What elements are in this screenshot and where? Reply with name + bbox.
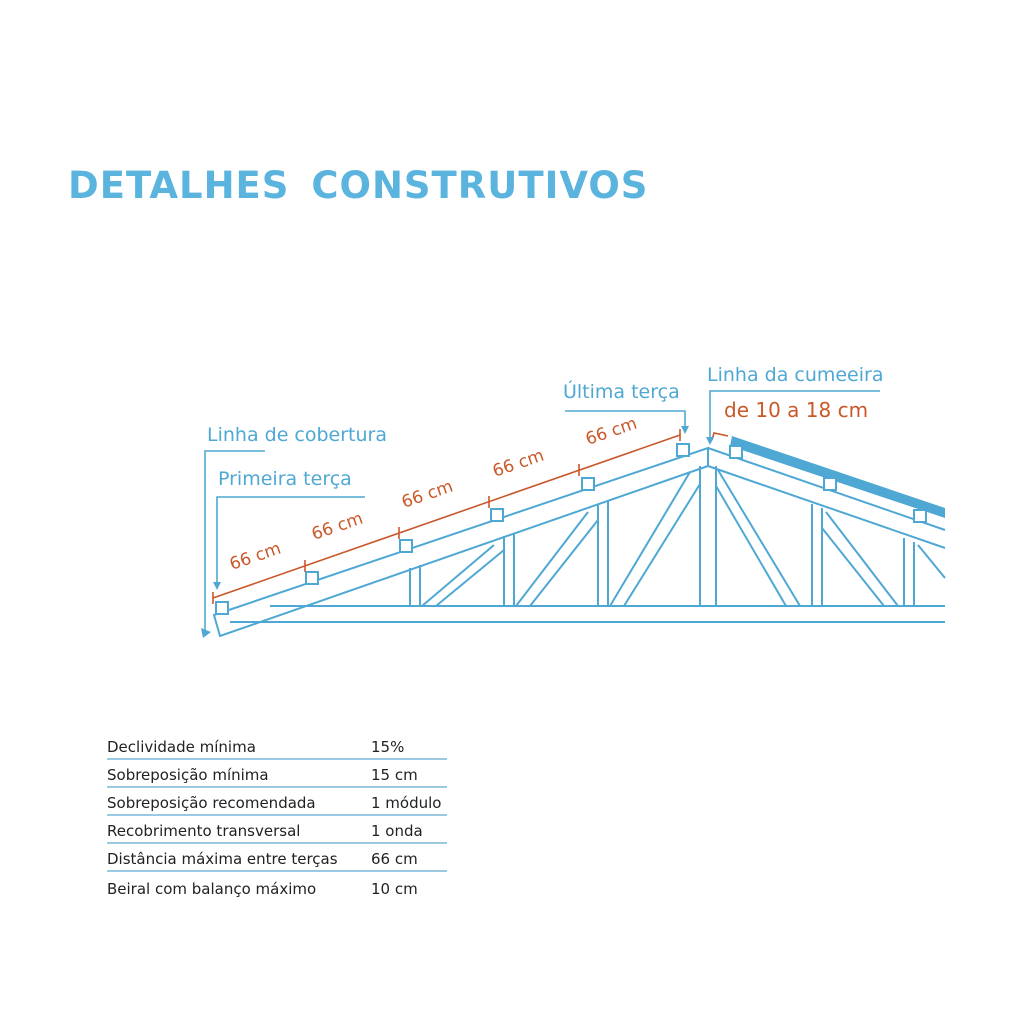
diagonal-brace: [825, 511, 899, 607]
spacing-label: 66 cm: [309, 509, 366, 545]
spec-value: 10 cm: [371, 880, 418, 898]
label-ultima-terca: Última terça: [563, 379, 680, 403]
arrow-icon: [201, 628, 211, 638]
arrowheads: [201, 426, 714, 638]
label-linha-cobertura: Linha de cobertura: [207, 424, 387, 446]
purlin: [490, 508, 504, 522]
purlins: [215, 443, 927, 615]
spec-label: Sobreposição mínima: [107, 766, 269, 784]
specs-table: Declividade mínima 15% Sobreposição mínim…: [107, 732, 447, 900]
arrow-icon: [681, 426, 689, 434]
spec-row: Recobrimento transversal 1 onda: [107, 816, 447, 844]
label-linha-cumeeira: Linha da cumeeira: [707, 364, 883, 386]
arrow-icon: [213, 582, 221, 590]
spacing-label: 66 cm: [399, 477, 456, 513]
truss: [212, 446, 946, 638]
spec-row: Declividade mínima 15%: [107, 732, 447, 760]
page-title: DETALHES CONSTRUTIVOS: [68, 164, 649, 207]
spec-value: 15 cm: [371, 766, 418, 784]
diagonal-brace: [609, 471, 691, 607]
purlin: [676, 443, 690, 457]
purlin: [913, 509, 927, 523]
spec-label: Recobrimento transversal: [107, 822, 301, 840]
purlin: [215, 601, 229, 615]
diagonal-brace: [717, 469, 801, 607]
roof-tiles: [730, 436, 945, 518]
spec-value: 1 onda: [371, 822, 423, 840]
top-chord-right-inner: [707, 465, 946, 549]
spacing-label: 66 cm: [490, 446, 547, 482]
purlin: [581, 477, 595, 491]
diagonal-brace: [421, 544, 495, 607]
spec-row: Sobreposição mínima 15 cm: [107, 760, 447, 788]
leader-ultima-terca: [565, 410, 686, 428]
leader-primeira-terca: [216, 496, 365, 586]
spec-row: Beiral com balanço máximo 10 cm: [107, 872, 447, 900]
spacing-label: 66 cm: [583, 414, 640, 450]
cumeeira-bracket: [711, 432, 729, 441]
purlin: [305, 571, 319, 585]
spec-label: Beiral com balanço máximo: [107, 880, 317, 898]
purlin: [823, 477, 837, 491]
leader-linha-cobertura: [204, 450, 265, 632]
spec-row: Distância máxima entre terças 66 cm: [107, 844, 447, 872]
label-primeira-terca: Primeira terça: [218, 468, 352, 490]
purlin: [729, 445, 743, 459]
spec-label: Declividade mínima: [107, 738, 256, 756]
spec-value: 66 cm: [371, 850, 418, 868]
spec-label: Sobreposição recomendada: [107, 794, 316, 812]
spec-row: Sobreposição recomendada 1 módulo: [107, 788, 447, 816]
spacing-label: 66 cm: [227, 539, 284, 575]
leaders: [204, 390, 880, 632]
leader-linha-cumeeira: [709, 390, 880, 440]
diagonal-brace: [515, 511, 589, 607]
spec-label: Distância máxima entre terças: [107, 850, 338, 868]
spec-value: 15%: [371, 738, 405, 756]
spec-value: 1 módulo: [371, 794, 442, 812]
purlin: [399, 539, 413, 553]
arrow-icon: [706, 437, 714, 445]
label-cumeeira-range: de 10 a 18 cm: [724, 398, 868, 422]
dimension-line: [212, 429, 729, 604]
